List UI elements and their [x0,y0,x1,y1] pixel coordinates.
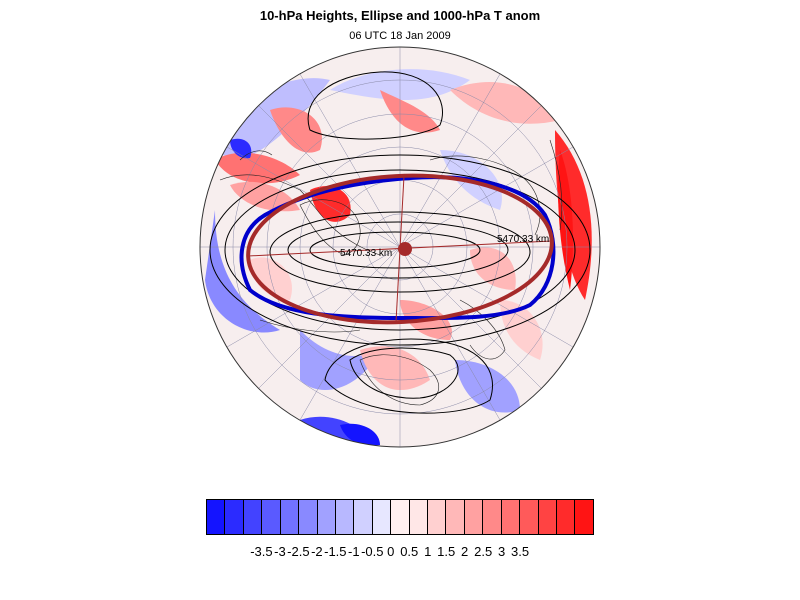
colorbar-tick-label: -2.5 [287,544,310,559]
colorbar-swatch [262,500,281,534]
map-title: 10-hPa Heights, Ellipse and 1000-hPa T a… [259,8,541,23]
colorbar-tick-label: -3.5 [250,544,273,559]
colorbar-swatch [391,500,410,534]
colorbar-swatch [207,500,226,534]
vortex-edge-contour [239,175,556,321]
coastlines [219,139,563,406]
colorbar-swatch [501,500,521,534]
ellipse-center-marker [398,242,412,256]
colorbar-swatch [538,500,558,534]
colorbar-swatch [243,500,263,534]
map-subtitle: 06 UTC 18 Jan 2009 [349,30,451,42]
colorbar [206,499,594,535]
globe-outline [199,46,601,448]
colorbar-swatch [409,500,429,534]
colorbar-tick-label: -2 [311,544,323,559]
colorbar-swatch [575,500,593,534]
colorbar-swatch [280,500,300,534]
colorbar-swatch [317,500,336,534]
colorbar-tick-label: 0.5 [400,544,419,559]
colorbar-tick-label: 3 [497,544,506,559]
colorbar-tick-label: -1 [348,544,360,559]
colorbar-swatch [520,500,539,534]
colorbar-tick-label: 2 [461,544,469,559]
colorbar-swatch [354,500,373,534]
colorbar-swatch [483,500,502,534]
colorbar-tick-label: 1 [424,544,432,559]
ellipse-axis-label-right: 5470.33 km [497,234,549,245]
colorbar-swatch [446,500,465,534]
colorbar-swatch [225,500,244,534]
ellipse-axis-label-left: 5470.33 km [340,248,392,259]
colorbar-tick-label: 2.5 [474,544,493,559]
colorbar-tick-label: 0 [387,544,395,559]
colorbar-swatch [299,500,318,534]
colorbar-swatch [557,500,576,534]
colorbar-tick-label: -3 [274,544,286,559]
colorbar-swatch [335,500,355,534]
colorbar-swatch [464,500,484,534]
colorbar-tick-label: 1.5 [437,544,456,559]
colorbar-swatch [372,500,392,534]
colorbar-tick-label: -1.5 [324,544,347,559]
colorbar-tick-label: 3.5 [511,544,530,559]
colorbar-tick-label: -0.5 [361,544,384,559]
colorbar-swatch [428,500,447,534]
